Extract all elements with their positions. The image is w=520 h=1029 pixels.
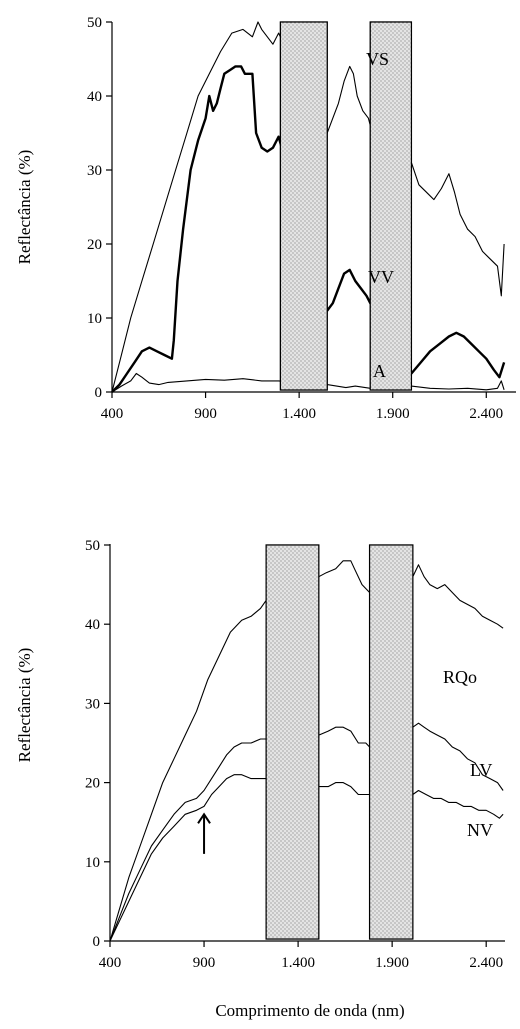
chart-top-label-vv: VV [368,267,394,287]
chart-top-xtick-label: 400 [101,406,124,422]
chart-bottom-label-rqo: RQo [443,667,477,687]
chart-top-series-vs-line [111,21,505,393]
chart-bottom-xtick-label: 1.400 [281,955,315,971]
chart-top-xtick-label: 1.400 [282,406,316,422]
chart-bottom-ticks: 0 10 20 30 40 50 400 900 1.400 1.900 2.400 [85,538,503,971]
chart-bottom-absorption-band-overlay-1 [265,544,320,940]
chart-bottom-ytick-label: 10 [85,855,100,871]
chart-top-series-a-line [111,372,505,393]
chart-top-ytick-label: 0 [95,385,103,401]
chart-bottom-label-lv: LV [470,760,492,780]
chart-bottom: 0 10 20 30 40 50 400 900 1.400 1.900 2.400 Reflect… [15,538,505,1020]
chart-bottom-xtick-label: 900 [193,955,216,971]
chart-top-xtick-label: 1.900 [376,406,410,422]
chart-bottom-xtick-label: 2.400 [469,955,503,971]
chart-top-ytick-label: 50 [87,15,102,31]
chart-bottom-ytick-label: 40 [85,617,100,633]
chart-top-ytick-label: 10 [87,311,102,327]
chart-bottom-series-nv-line [109,774,504,942]
chart-top-y-axis-label: Reflectância (%) [15,150,34,265]
chart-bottom-ytick-label: 20 [85,776,100,792]
chart-bottom-label-nv: NV [467,820,493,840]
chart-top-label-a: A [373,361,386,381]
chart-bottom-x-axis-label: Comprimento de onda (nm) [215,1001,404,1020]
chart-bottom-ytick-label: 50 [85,538,100,554]
chart-bottom-series-lv-line [109,722,504,942]
chart-bottom-axes [109,544,505,942]
chart-top-axes [111,22,516,393]
chart-bottom-series-rqo-line [109,560,504,942]
chart-top-series [111,21,506,393]
chart-bottom-xtick-label: 1.900 [375,955,409,971]
chart-top-ticks: 0 10 20 30 40 50 400 900 1.400 1.900 2.400 [87,15,503,422]
chart-top-series-vv-line [111,65,506,393]
chart-bottom-series [109,544,504,942]
chart-bottom-xtick-label: 400 [99,955,122,971]
chart-top-ytick-label: 30 [87,163,102,179]
arrow-head [197,812,211,824]
chart-top-label-vs: VS [366,49,389,69]
arrow-annotation [197,812,211,854]
chart-top-absorption-band-overlay-1 [279,21,328,391]
chart-top-xtick-label: 900 [194,406,217,422]
chart-top-absorption-band-overlay-2 [369,21,413,391]
chart-bottom-absorption-band-overlay-2 [368,544,414,940]
chart-top-ytick-label: 40 [87,89,102,105]
chart-bottom-y-axis-label: Reflectância (%) [15,648,34,763]
chart-top-ytick-label: 20 [87,237,102,253]
chart-bottom-ytick-label: 30 [85,696,100,712]
chart-top-xtick-label: 2.400 [469,406,503,422]
chart-bottom-ytick-label: 0 [93,934,101,950]
chart-top: 0 10 20 30 40 50 400 900 1.400 1.900 2.400 Reflect… [15,15,516,422]
